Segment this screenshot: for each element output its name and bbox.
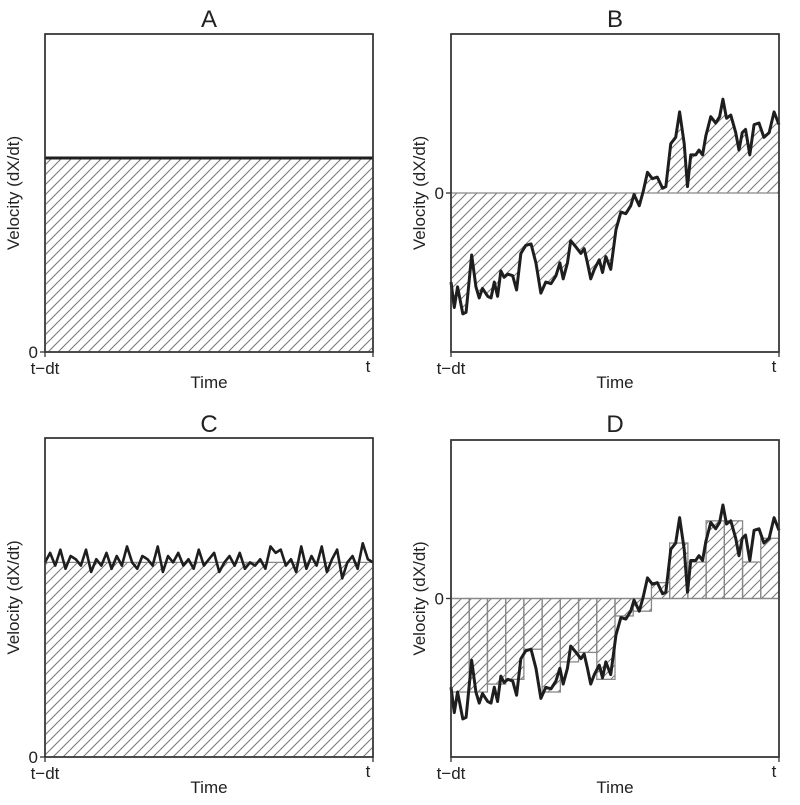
panel-title: A: [201, 6, 217, 33]
velocity-line: [43, 541, 374, 580]
y-tick-label: 0: [435, 590, 444, 609]
plot-border: [44, 33, 374, 353]
bin-bar: [486, 597, 507, 685]
x-tick-label-end: t: [366, 357, 371, 376]
panel-b: B 0 t−dt t Time Velocity (dX/dt): [410, 6, 781, 392]
bin-bar: [577, 597, 598, 654]
y-axis-label: Velocity (dX/dt): [4, 540, 23, 654]
panel-c: C 0t−dt t Time Velocity (dX/dt): [4, 411, 374, 797]
bin-bar: [760, 537, 780, 600]
x-tick-label-start: t−dt: [437, 764, 466, 783]
bin-bar: [468, 597, 489, 693]
y-tick-label: 0: [29, 343, 38, 362]
plot-border: [44, 437, 374, 758]
velocity-line: [449, 503, 781, 721]
panel-title: D: [606, 411, 623, 438]
panel-title: C: [200, 411, 217, 438]
x-tick-label-start: t−dt: [31, 359, 60, 378]
panel-title: B: [607, 6, 623, 33]
panel-d: D 0 t−dt t Time Velocity (dX/dt): [410, 411, 781, 797]
x-axis-label: Time: [190, 373, 227, 392]
x-axis-label: Time: [596, 778, 633, 797]
x-axis-label: Time: [190, 778, 227, 797]
hatched-area: [45, 562, 373, 757]
x-tick-label-end: t: [366, 762, 371, 781]
bin-bar: [523, 597, 543, 650]
x-tick-label-start: t−dt: [437, 359, 466, 378]
y-axis-label: Velocity (dX/dt): [410, 541, 429, 655]
x-tick-label-start: t−dt: [31, 764, 60, 783]
x-tick-label-end: t: [772, 762, 777, 781]
y-tick-label: 0: [435, 184, 444, 203]
y-axis-label: Velocity (dX/dt): [4, 136, 23, 250]
x-tick-label-end: t: [772, 357, 777, 376]
y-tick-label: 0: [29, 748, 38, 767]
x-axis-label: Time: [596, 373, 633, 392]
hatched-area: [45, 158, 373, 352]
bin-bar: [450, 597, 470, 693]
velocity-line: [449, 97, 781, 316]
panel-a: A 0t−dt t Time Velocity (dX/dt): [4, 6, 374, 392]
y-axis-label: Velocity (dX/dt): [410, 136, 429, 250]
bin-bar: [741, 561, 762, 600]
